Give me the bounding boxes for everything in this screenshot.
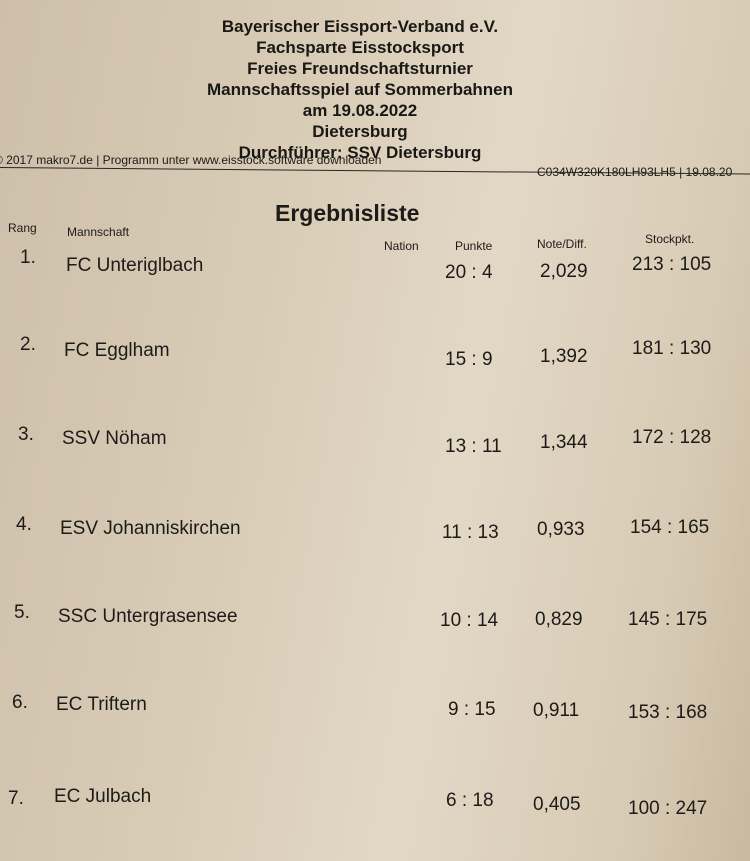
page-title: Ergebnisliste — [275, 200, 420, 226]
team-cell: SSC Untergrasensee — [58, 606, 238, 627]
rank-cell: 1. — [20, 247, 36, 268]
points-cell: 20 : 4 — [445, 262, 493, 283]
points-cell: 9 : 15 — [448, 699, 496, 720]
note-cell: 1,344 — [540, 432, 588, 453]
stock-points-cell: 100 : 247 — [628, 798, 708, 819]
points-cell: 15 : 9 — [445, 349, 493, 370]
rank-cell: 3. — [18, 424, 34, 445]
team-cell: EC Julbach — [54, 786, 152, 807]
stock-points-cell: 154 : 165 — [630, 517, 710, 538]
table-row: 2. FC Egglham 15 : 9 1,392 181 : 130 — [0, 334, 750, 374]
points-cell: 13 : 11 — [445, 436, 502, 457]
column-header-nation: Nation — [384, 239, 419, 253]
column-header-punkte: Punkte — [455, 239, 493, 253]
note-cell: 1,392 — [540, 346, 588, 367]
points-cell: 11 : 13 — [442, 522, 499, 543]
points-cell: 10 : 14 — [440, 610, 499, 631]
header-line-division: Fachsparte Eisstocksport — [256, 38, 464, 57]
header-line-tournament: Freies Freundschaftsturnier — [247, 59, 473, 78]
table-row: 7. EC Julbach 6 : 18 0,405 100 : 247 — [0, 784, 750, 824]
table-row: 3. SSV Nöham 13 : 11 1,344 172 : 128 — [0, 424, 750, 464]
column-header-rang: Rang — [8, 221, 37, 235]
document-header: Bayerischer Eissport-Verband e.V. Fachsp… — [0, 16, 720, 163]
table-row: 5. SSC Untergrasensee 10 : 14 0,829 145 … — [0, 602, 750, 642]
header-line-association: Bayerischer Eissport-Verband e.V. — [221, 17, 499, 36]
note-cell: 2,029 — [540, 261, 588, 282]
stock-points-cell: 153 : 168 — [628, 702, 708, 723]
header-line-location: Dietersburg — [312, 122, 408, 141]
footer-copyright: © 2017 makro7.de | Programm unter www.ei… — [0, 153, 382, 167]
stock-points-cell: 145 : 175 — [628, 609, 708, 630]
table-row: 1. FC Unteriglbach 20 : 4 2,029 213 : 10… — [0, 247, 750, 287]
stock-points-cell: 172 : 128 — [632, 427, 712, 448]
stock-points-cell: 181 : 130 — [632, 338, 712, 359]
rank-cell: 2. — [20, 334, 36, 355]
team-cell: EC Triftern — [56, 694, 147, 715]
note-cell: 0,911 — [533, 700, 580, 721]
column-header-note: Note/Diff. — [537, 237, 587, 251]
rank-cell: 7. — [8, 788, 24, 809]
column-header-stockpunkte: Stockpkt. — [645, 232, 695, 246]
footer-code: C034W320K180LH93LH5 | 19.08.20 — [537, 165, 733, 179]
note-cell: 0,405 — [533, 794, 581, 815]
table-row: 6. EC Triftern 9 : 15 0,911 153 : 168 — [0, 692, 750, 732]
header-line-game-type: Mannschaftsspiel auf Sommerbahnen — [206, 80, 514, 99]
rank-cell: 4. — [16, 514, 32, 535]
header-line-date: am 19.08.2022 — [302, 101, 418, 120]
header-line-organizer: Durchführer: SSV Dietersburg — [238, 143, 482, 162]
table-row: 4. ESV Johanniskirchen 11 : 13 0,933 154… — [0, 514, 750, 554]
rank-cell: 5. — [14, 602, 30, 623]
team-cell: FC Unteriglbach — [66, 255, 204, 276]
team-cell: FC Egglham — [64, 340, 170, 361]
note-cell: 0,933 — [537, 519, 585, 540]
points-cell: 6 : 18 — [446, 790, 494, 811]
team-cell: ESV Johanniskirchen — [60, 518, 241, 539]
note-cell: 0,829 — [535, 609, 583, 630]
rank-cell: 6. — [12, 692, 28, 713]
team-cell: SSV Nöham — [62, 428, 167, 449]
column-header-mannschaft: Mannschaft — [67, 225, 130, 239]
stock-points-cell: 213 : 105 — [632, 254, 712, 275]
